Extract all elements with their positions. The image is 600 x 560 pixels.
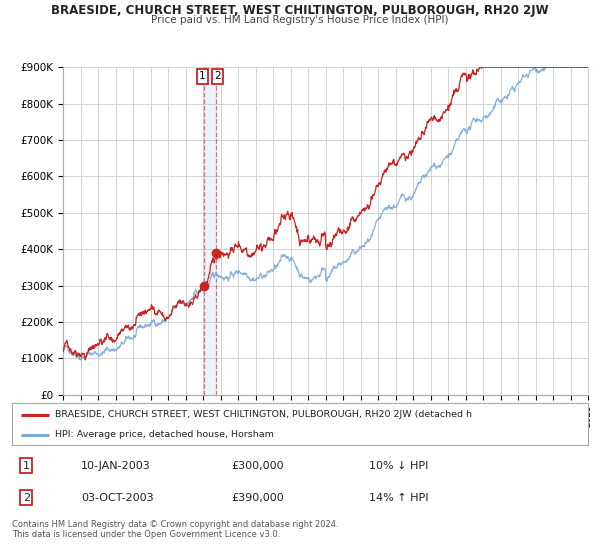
- Text: 10% ↓ HPI: 10% ↓ HPI: [369, 460, 428, 470]
- Text: 2: 2: [23, 493, 30, 503]
- Text: BRAESIDE, CHURCH STREET, WEST CHILTINGTON, PULBOROUGH, RH20 2JW (detached h: BRAESIDE, CHURCH STREET, WEST CHILTINGTO…: [55, 410, 472, 419]
- Text: Price paid vs. HM Land Registry's House Price Index (HPI): Price paid vs. HM Land Registry's House …: [151, 15, 449, 25]
- Text: £390,000: £390,000: [231, 493, 284, 503]
- Text: 2: 2: [214, 71, 221, 81]
- Text: BRAESIDE, CHURCH STREET, WEST CHILTINGTON, PULBOROUGH, RH20 2JW: BRAESIDE, CHURCH STREET, WEST CHILTINGTO…: [51, 4, 549, 17]
- Text: 10-JAN-2003: 10-JAN-2003: [81, 460, 151, 470]
- Text: 1: 1: [199, 71, 206, 81]
- Text: 1: 1: [23, 460, 30, 470]
- Text: 03-OCT-2003: 03-OCT-2003: [81, 493, 154, 503]
- Bar: [203, 67, 216, 395]
- Text: This data is licensed under the Open Government Licence v3.0.: This data is licensed under the Open Gov…: [12, 530, 280, 539]
- Text: 14% ↑ HPI: 14% ↑ HPI: [369, 493, 428, 503]
- Text: Contains HM Land Registry data © Crown copyright and database right 2024.: Contains HM Land Registry data © Crown c…: [12, 520, 338, 529]
- Text: £300,000: £300,000: [231, 460, 284, 470]
- Text: HPI: Average price, detached house, Horsham: HPI: Average price, detached house, Hors…: [55, 430, 274, 439]
